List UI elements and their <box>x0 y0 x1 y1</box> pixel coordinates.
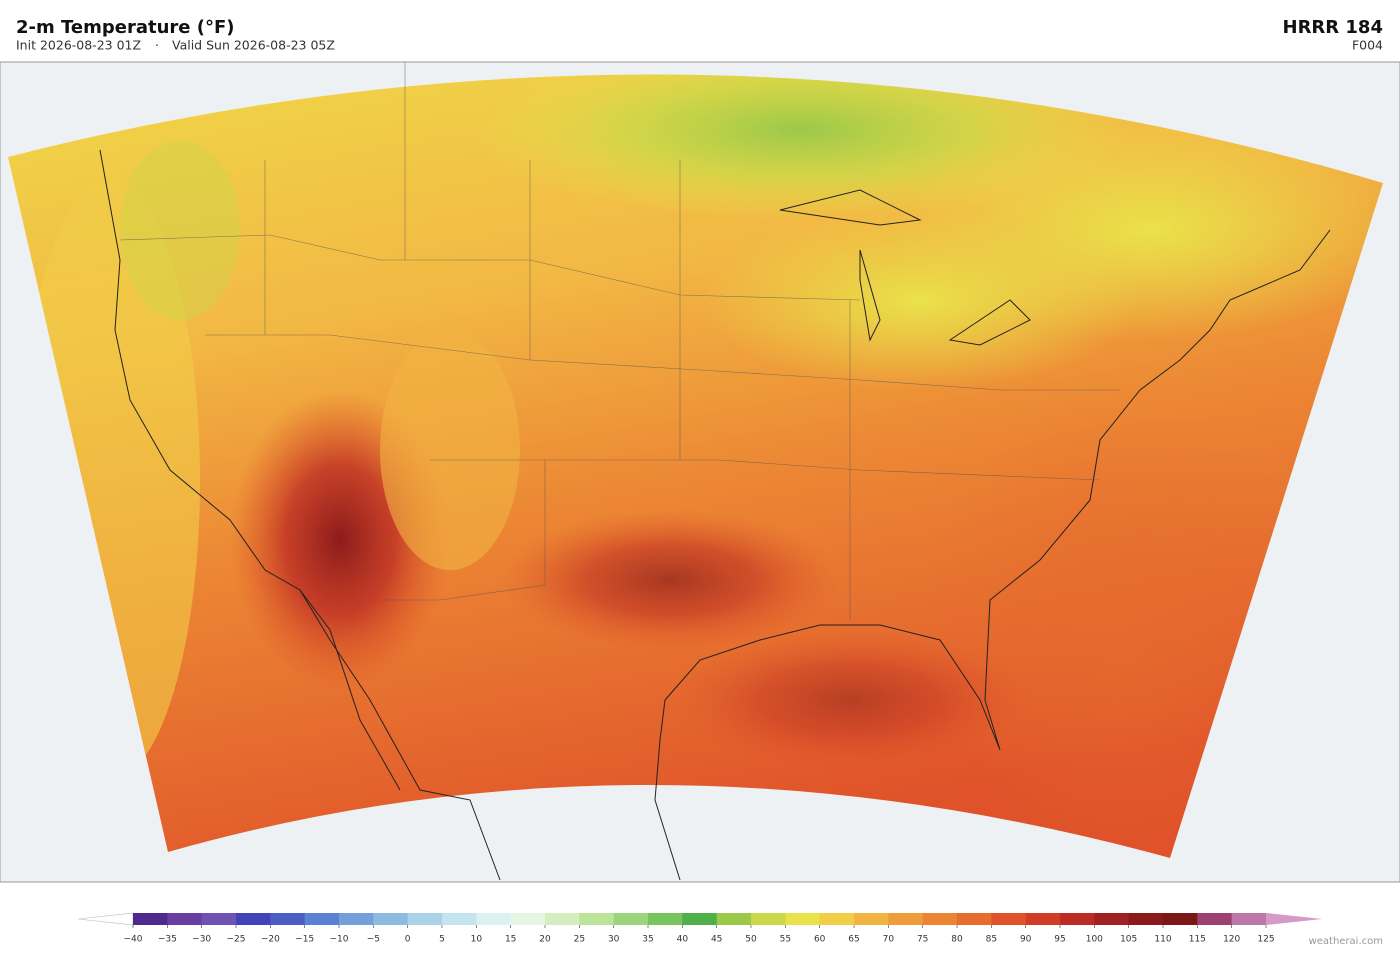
colorbar-bin <box>682 913 718 925</box>
colorbar-tick-label: 40 <box>677 935 689 945</box>
colorbar-tick-label: −25 <box>227 935 246 945</box>
valid-time: Valid Sun 2026-08-23 05Z <box>172 38 335 53</box>
colorbar-bin <box>854 913 889 925</box>
colorbar-bin <box>579 913 615 925</box>
colorbar-tick-label: 105 <box>1120 935 1137 945</box>
colorbar-bin <box>407 913 443 925</box>
colorbar-bin <box>442 913 477 925</box>
colorbar-under <box>77 912 134 926</box>
colorbar-tick-label: 30 <box>608 935 620 945</box>
colorbar-tick-label: 20 <box>539 935 551 945</box>
colorbar-tick-label: 45 <box>711 935 722 945</box>
colorbar-bin <box>476 913 512 925</box>
colorbar-tick-label: −20 <box>261 935 280 945</box>
colorbar-tick-label: −15 <box>295 935 314 945</box>
colorbar-bin <box>1163 913 1198 925</box>
colorbar-over <box>1266 913 1322 925</box>
colorbar-bin <box>545 913 580 925</box>
credit: weatherai.com <box>1309 936 1383 947</box>
colorbar-bin <box>1060 913 1095 925</box>
colorbar-bin <box>991 913 1027 925</box>
colorbar-bin <box>304 913 340 925</box>
colorbar-bin <box>270 913 306 925</box>
colorbar-bin <box>1231 913 1267 925</box>
colorbar-tick-label: 65 <box>848 935 859 945</box>
colorbar-bin <box>167 913 203 925</box>
colorbar-tick-label: −5 <box>367 935 380 945</box>
colorbar-tick-label: −35 <box>158 935 177 945</box>
colorbar-tick-label: 55 <box>780 935 791 945</box>
map <box>0 61 1400 883</box>
colorbar-tick-label: 0 <box>405 935 411 945</box>
colorbar-tick-label: 120 <box>1223 935 1240 945</box>
colorbar-tick-label: 70 <box>883 935 895 945</box>
colorbar-bin <box>785 913 821 925</box>
colorbar-tick-label: 25 <box>574 935 585 945</box>
colorbar-bin <box>751 913 786 925</box>
colorbar-tick-label: 85 <box>986 935 997 945</box>
colorbar-tick-label: 5 <box>439 935 445 945</box>
colorbar-tick-label: 10 <box>471 935 483 945</box>
colorbar-bin <box>236 913 271 925</box>
model-name: HRRR 184 <box>1283 17 1384 38</box>
coastlines <box>99 149 1331 881</box>
colorbar-bin <box>888 913 924 925</box>
colorbar-tick-label: 95 <box>1054 935 1065 945</box>
colorbar-tick-label: 125 <box>1257 935 1274 945</box>
temperature-field <box>8 74 1383 858</box>
colorbar-bin <box>1025 913 1061 925</box>
colorbar-bin <box>339 913 374 925</box>
colorbar-tick-label: 110 <box>1154 935 1171 945</box>
colorbar-bin <box>1094 913 1130 925</box>
colorbar-bin <box>1128 913 1164 925</box>
colorbar-tick-label: 90 <box>1020 935 1032 945</box>
colorbar-bin <box>716 913 752 925</box>
colorbar-tick-label: 35 <box>642 935 653 945</box>
colorbar-bin <box>133 913 168 925</box>
colorbar-bin <box>922 913 958 925</box>
state-lines <box>119 62 1120 620</box>
colorbar-bin <box>373 913 409 925</box>
colorbar-tick-label: −30 <box>192 935 211 945</box>
colorbar-tick-label: 15 <box>505 935 516 945</box>
init-time: Init 2026-08-23 01Z <box>16 38 141 53</box>
colorbar-bin <box>613 913 649 925</box>
colorbar-tick-label: 50 <box>745 935 757 945</box>
colorbar-bin <box>957 913 992 925</box>
colorbar-tick-label: 115 <box>1189 935 1206 945</box>
colorbar-bin <box>819 913 855 925</box>
colorbar-tick-label: 80 <box>951 935 963 945</box>
colorbar-tick-label: 100 <box>1086 935 1103 945</box>
colorbar-tick-label: 60 <box>814 935 826 945</box>
colorbar-tick-label: −40 <box>124 935 143 945</box>
separator: · <box>155 38 159 53</box>
colorbar-bin <box>648 913 683 925</box>
colorbar: −40 −35 −30 −25 −20 −15 −10 −5 0 5 10 15 20 25 30 35 40 4… <box>77 912 1322 945</box>
colorbar-tick-label: 75 <box>917 935 928 945</box>
title: 2-m Temperature (°F) <box>16 17 235 38</box>
colorbar-tick-label: −10 <box>330 935 349 945</box>
colorbar-bin <box>1197 913 1233 925</box>
colorbar-bin <box>510 913 546 925</box>
colorbar-bin <box>201 913 237 925</box>
forecast-hour: F004 <box>1352 38 1383 53</box>
